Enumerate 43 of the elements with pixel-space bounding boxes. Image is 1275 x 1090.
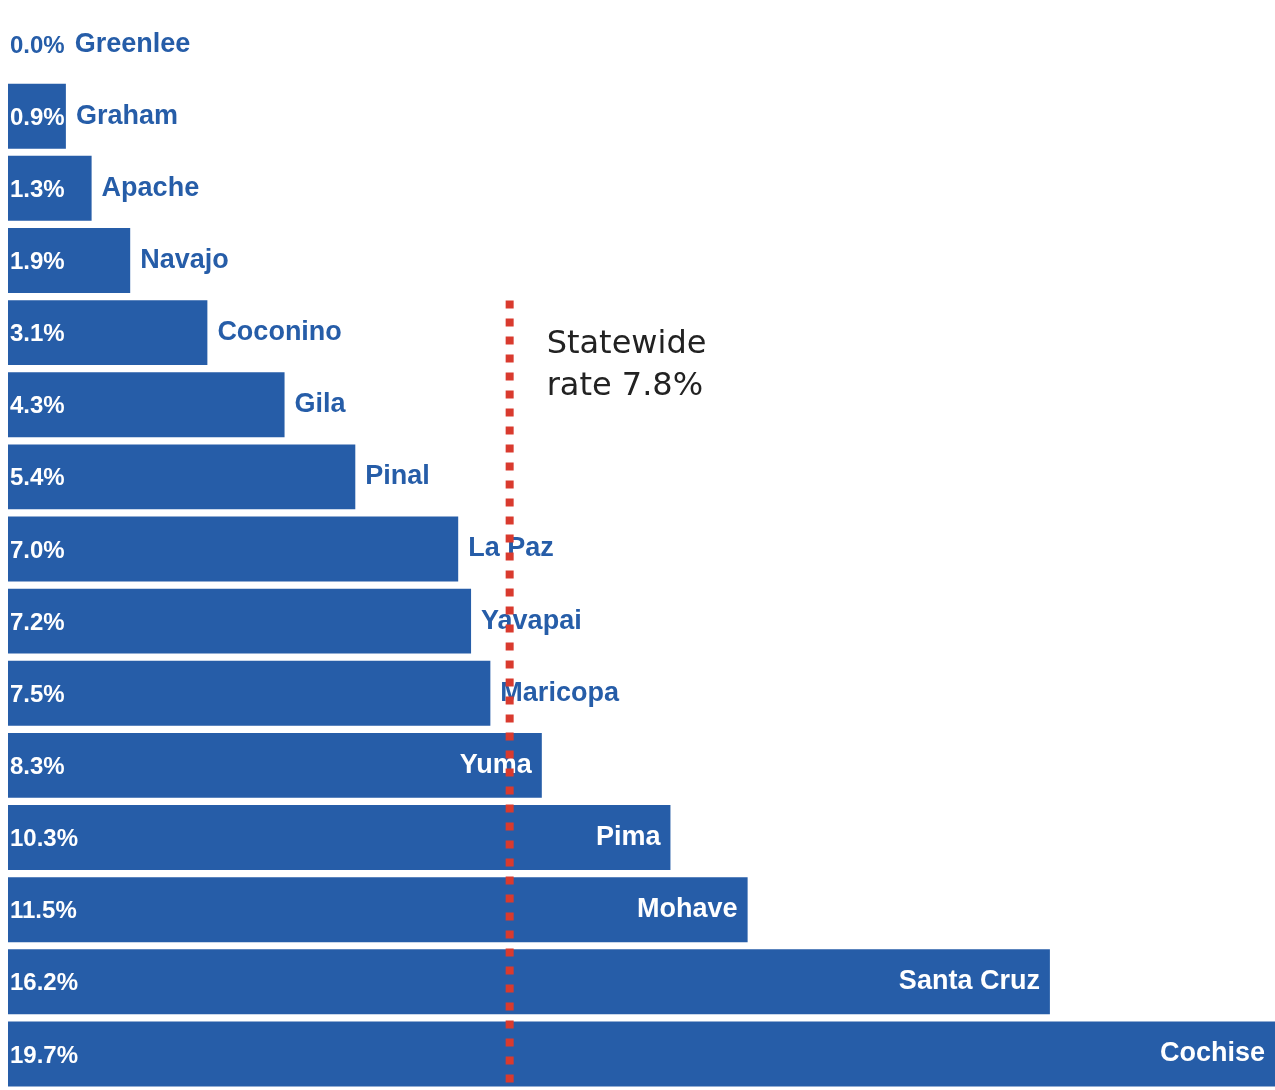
y-tick-label: Coconino (217, 316, 342, 347)
data-label: 16.2% (10, 968, 79, 996)
y-tick-label: Cochise (1159, 1037, 1265, 1068)
data-label: 11.5% (10, 896, 77, 924)
bar (8, 588, 472, 654)
y-tick-label: Yavapai (481, 604, 582, 635)
bar (8, 444, 356, 510)
data-label: 0.9% (10, 102, 65, 130)
data-label: 1.3% (10, 174, 65, 202)
bar (8, 372, 285, 438)
bar (8, 949, 1050, 1015)
bar (8, 300, 208, 366)
bar (8, 660, 491, 726)
data-label: 7.0% (10, 535, 65, 563)
data-label: 0.0% (10, 30, 65, 58)
y-tick-label: Yuma (459, 748, 533, 779)
data-label: 10.3% (10, 824, 79, 852)
data-label: 4.3% (10, 391, 65, 419)
y-tick-label: Gila (294, 388, 347, 419)
y-tick-label: Pima (595, 820, 662, 851)
bar (8, 155, 92, 221)
y-tick-label: Navajo (140, 243, 229, 274)
bar (8, 516, 459, 582)
y-tick-label: Greenlee (74, 27, 191, 58)
y-tick-label: Graham (75, 99, 178, 130)
data-label: 8.3% (10, 752, 65, 780)
bar (8, 1021, 1275, 1087)
data-label: 5.4% (10, 463, 65, 491)
data-label: 19.7% (10, 1040, 79, 1068)
data-label: 3.1% (10, 319, 65, 347)
data-label: 1.9% (10, 247, 65, 275)
data-label: 7.2% (10, 607, 65, 635)
bar (8, 877, 748, 943)
y-tick-label: Santa Cruz (898, 965, 1040, 996)
y-tick-label: Pinal (365, 460, 430, 491)
bar (8, 805, 671, 870)
bar (8, 732, 542, 798)
y-tick-label: Apache (101, 171, 200, 202)
ref-line-label: Statewide rate 7.8% (546, 322, 707, 403)
data-label: 7.5% (10, 679, 65, 707)
bar (8, 228, 131, 293)
y-tick-label: Mohave (637, 893, 738, 924)
y-tick-label: Maricopa (500, 676, 620, 707)
